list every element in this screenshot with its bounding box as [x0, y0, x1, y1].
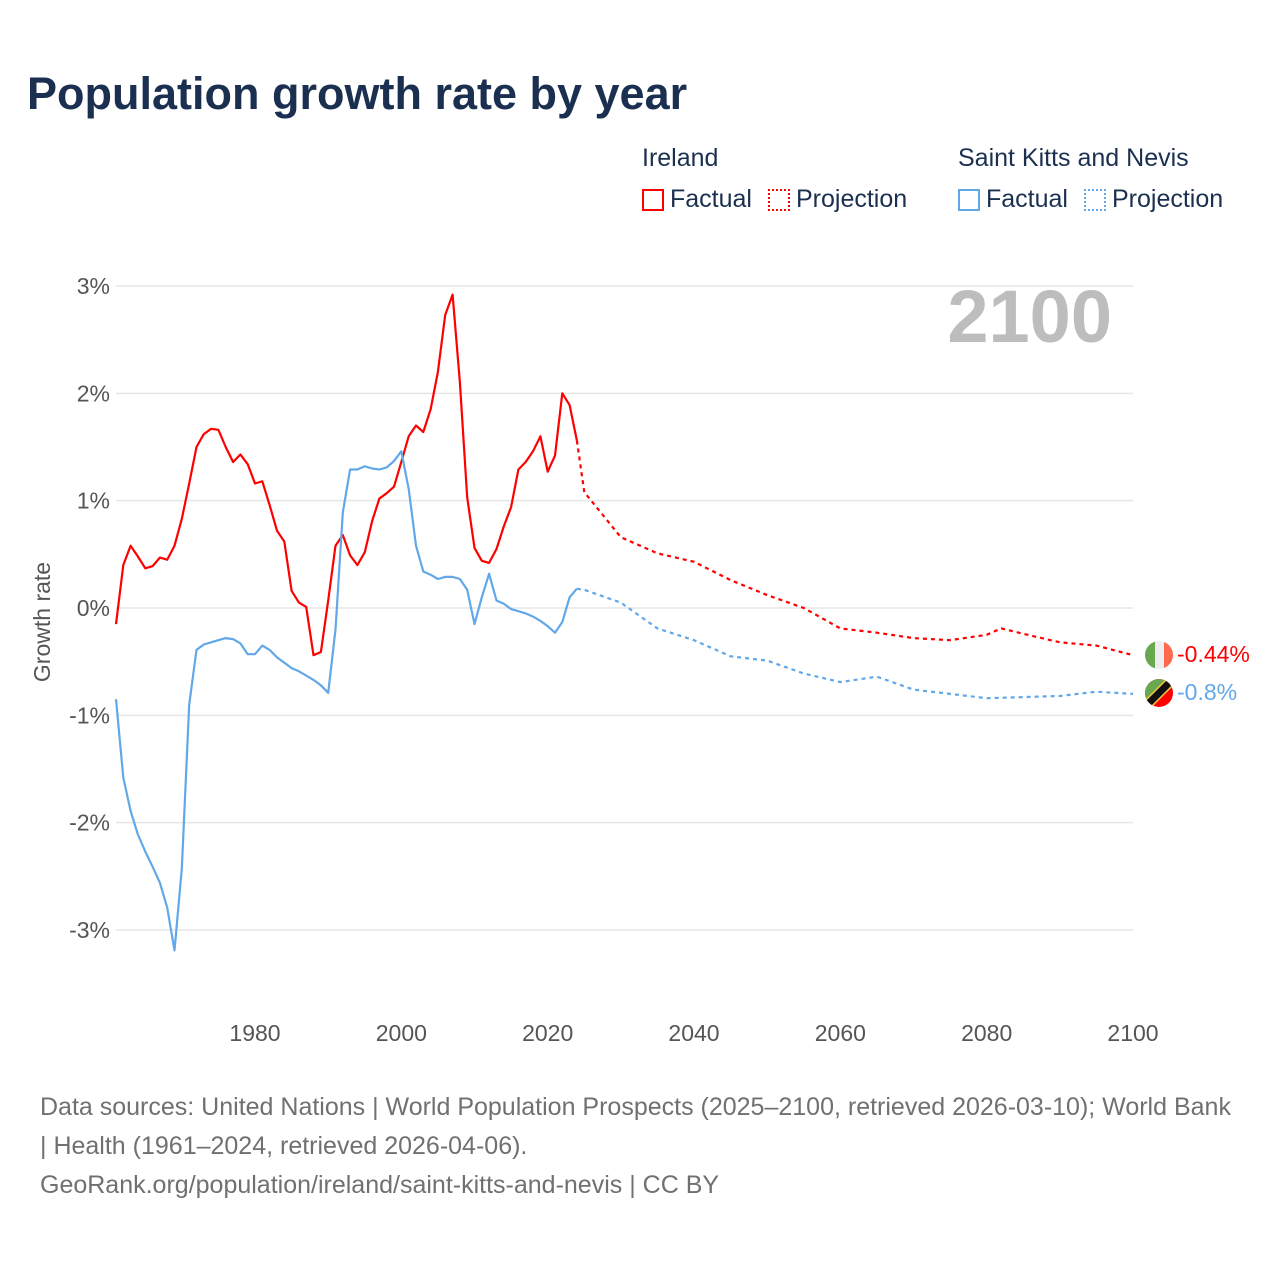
- x-tick-label: 2000: [376, 1020, 427, 1046]
- y-tick-label: 1%: [77, 488, 110, 514]
- chart-title: Population growth rate by year: [27, 68, 688, 119]
- legend-ireland-projection[interactable]: Projection: [767, 185, 908, 214]
- y-tick-label: -3%: [69, 917, 110, 943]
- y-axis-label: Growth rate: [29, 562, 55, 682]
- y-tick-label: 2%: [77, 380, 110, 406]
- ireland-end-value: -0.44%: [1177, 641, 1250, 667]
- legend-label: Factual: [986, 185, 1068, 213]
- y-tick-label: -1%: [69, 702, 110, 728]
- footer: Data sources: United Nations | World Pop…: [40, 1088, 1240, 1205]
- y-tick-label: -2%: [69, 810, 110, 836]
- legend-group-name: Ireland: [642, 144, 719, 172]
- x-tick-label: 2040: [668, 1020, 719, 1046]
- legend-ireland-factual[interactable]: Factual: [642, 185, 752, 214]
- legend-skn: Saint Kitts and Nevis Factual Projection: [958, 144, 1223, 214]
- skn-end-value: -0.8%: [1177, 679, 1237, 705]
- saint-kitts-projection-line: [576, 587, 1134, 700]
- legend-group-name: Saint Kitts and Nevis: [958, 144, 1189, 172]
- legend-skn-projection[interactable]: Projection: [1083, 185, 1224, 214]
- ireland-factual-line: [114, 293, 578, 657]
- ireland-flag-icon: [1145, 641, 1173, 669]
- x-tick-label: 2100: [1107, 1020, 1158, 1046]
- y-tick-label: 3%: [77, 273, 110, 299]
- dotted-swatch-icon: [767, 188, 790, 211]
- legend-ireland: Ireland Factual Projection: [642, 144, 907, 214]
- solid-swatch-icon: [958, 188, 980, 211]
- legend-label: Factual: [670, 185, 752, 213]
- ireland-projection-line: [575, 440, 1134, 657]
- current-year-label: 2100: [947, 275, 1112, 358]
- saint-kitts-factual-line: [114, 450, 578, 952]
- legend-skn-factual[interactable]: Factual: [958, 185, 1068, 214]
- legend-label: Projection: [795, 185, 908, 213]
- solid-swatch-icon: [642, 188, 664, 211]
- x-tick-label: 1980: [229, 1020, 280, 1046]
- source-link[interactable]: GeoRank.org/population/ireland/saint-kit…: [40, 1171, 720, 1199]
- dotted-swatch-icon: [1083, 188, 1106, 211]
- saint-kitts-flag-icon: [1145, 679, 1173, 707]
- x-tick-label: 2020: [522, 1020, 573, 1046]
- y-tick-label: 0%: [77, 595, 110, 621]
- x-tick-label: 2060: [815, 1020, 866, 1046]
- data-sources: Data sources: United Nations | World Pop…: [40, 1093, 1231, 1160]
- line-chart: 3% 2% 1% 0% -1% -2% -3% 1980 2000 2020 2040 2060 208…: [29, 273, 1250, 1046]
- legend-label: Projection: [1111, 185, 1224, 213]
- x-tick-label: 2080: [961, 1020, 1012, 1046]
